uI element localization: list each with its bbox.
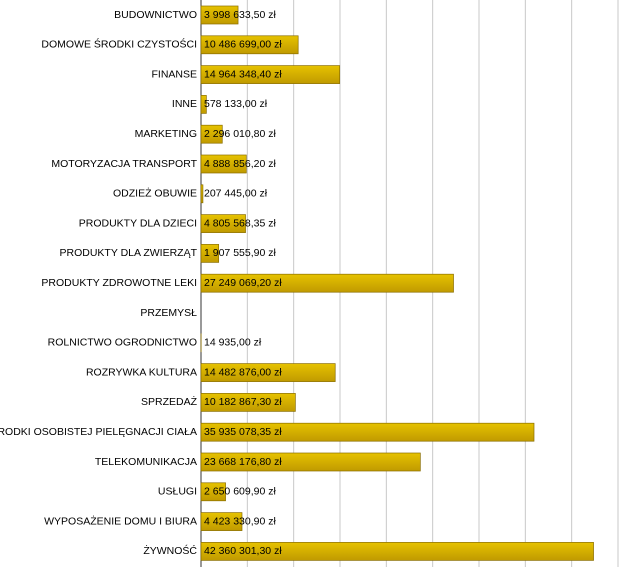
bar <box>200 482 226 502</box>
category-label: ŚRODKI OSOBISTEJ PIELĘGNACJI CIAŁA <box>0 425 197 438</box>
bar <box>200 124 223 144</box>
value-label: 3 998 633,50 zł <box>204 9 276 21</box>
bar <box>200 273 454 293</box>
value-label: 14 964 348,40 zł <box>204 68 282 80</box>
category-label: BUDOWNICTWO <box>114 9 197 21</box>
value-label: 10 182 867,30 zł <box>204 396 282 408</box>
category-label: PRODUKTY DLA DZIECI <box>79 217 197 229</box>
value-label: 35 935 078,35 zł <box>204 426 282 438</box>
category-label: PRODUKTY DLA ZWIERZĄT <box>60 247 198 259</box>
value-label: 10 486 699,00 zł <box>204 39 282 51</box>
category-label: WYPOSAŻENIE DOMU I BIURA <box>44 514 197 527</box>
category-label: PRODUKTY ZDROWOTNE LEKI <box>41 277 197 289</box>
category-label: USŁUGI <box>158 486 197 498</box>
category-label: SPRZEDAŻ <box>141 395 198 408</box>
bar <box>200 95 207 114</box>
category-label: PRZEMYSŁ <box>140 307 197 319</box>
bar <box>200 154 247 174</box>
value-label: 27 249 069,20 zł <box>204 277 282 289</box>
value-label: 4 888 856,20 zł <box>204 158 276 170</box>
bar <box>200 452 421 472</box>
bar <box>200 214 246 233</box>
bar <box>200 65 341 84</box>
value-label: 578 133,00 zł <box>204 98 268 110</box>
value-label: 2 296 010,80 zł <box>204 128 276 140</box>
value-label: 14 482 876,00 zł <box>204 366 282 378</box>
bar <box>200 422 535 442</box>
category-label: ROLNICTWO OGRODNICTWO <box>48 337 197 349</box>
value-label: 4 423 330,90 zł <box>204 515 276 527</box>
bar <box>200 184 204 204</box>
value-label: 2 650 609,90 zł <box>204 486 276 498</box>
bar <box>200 393 296 412</box>
category-label: MOTORYZACJA TRANSPORT <box>51 158 197 170</box>
category-label: ŻYWNOŚĆ <box>143 544 197 557</box>
value-label: 42 360 301,30 zł <box>204 545 282 557</box>
category-label: INNE <box>172 98 197 110</box>
category-label: ODZIEŻ OBUWIE <box>113 187 197 200</box>
plot: BUDOWNICTWO 3 998 633,50 zł DOMOWE ŚRODKI … <box>0 5 594 561</box>
value-label: 207 445,00 zł <box>204 188 268 200</box>
value-label: 1 907 555,90 zł <box>204 247 276 259</box>
category-label: ROZRYWKA KULTURA <box>86 366 197 378</box>
category-label: DOMOWE ŚRODKI CZYSTOŚCI <box>41 38 197 51</box>
bar <box>200 512 243 531</box>
value-label: 14 935,00 zł <box>204 337 262 349</box>
bar <box>200 244 220 263</box>
bar <box>200 363 336 382</box>
category-label: FINANSE <box>151 68 197 80</box>
value-label: 23 668 176,80 zł <box>204 456 282 468</box>
bar <box>200 5 239 25</box>
value-label: 4 805 568,35 zł <box>204 217 276 229</box>
bar <box>200 542 594 561</box>
category-label: MARKETING <box>135 128 197 140</box>
bar <box>200 35 299 55</box>
category-label: TELEKOMUNIKACJA <box>95 456 197 468</box>
